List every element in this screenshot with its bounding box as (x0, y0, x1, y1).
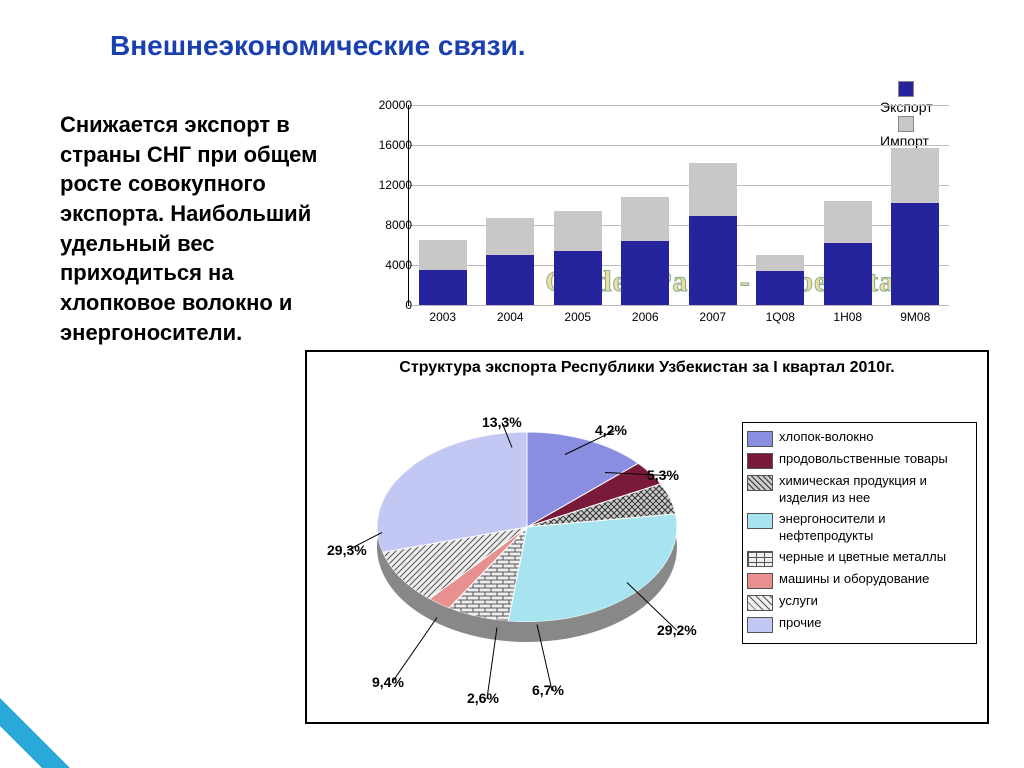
bar-chart: Экспорт Импорт Golden Pages - Uzbekistan… (360, 80, 960, 340)
legend-row: химическая продукция и изделия из нее (747, 473, 972, 507)
pie-chart-title: Структура экспорта Республики Узбекистан… (347, 358, 947, 377)
legend-label: химическая продукция и изделия из нее (779, 473, 972, 507)
legend-label: продовольственные товары (779, 451, 972, 468)
y-axis-label: 12000 (362, 178, 412, 192)
pie-chart-panel: Структура экспорта Республики Узбекистан… (305, 350, 989, 724)
legend-row: черные и цветные металлы (747, 549, 972, 567)
pie-slice-label: 6,7% (532, 682, 564, 698)
corner-decoration (0, 698, 70, 768)
page-title: Внешнеэкономические связи. (110, 30, 526, 62)
x-axis-label: 2004 (480, 310, 540, 324)
legend-label: услуги (779, 593, 972, 610)
y-axis-label: 0 (362, 298, 412, 312)
x-axis-label: 1H08 (818, 310, 878, 324)
x-axis-label: 1Q08 (750, 310, 810, 324)
body-text: Снижается экспорт в страны СНГ при общем… (60, 110, 340, 348)
legend-row: услуги (747, 593, 972, 611)
x-axis-label: 2007 (683, 310, 743, 324)
pie-slice-label: 2,6% (467, 690, 499, 706)
pie-slice-label: 9,4% (372, 674, 404, 690)
legend-row: машины и оборудование (747, 571, 972, 589)
x-axis-label: 2003 (413, 310, 473, 324)
legend-label: энергоносители и нефтепродукты (779, 511, 972, 545)
pie-chart: 13,3%4,2%5,3%29,2%6,7%2,6%9,4%29,3% (327, 412, 727, 712)
legend-label: хлопок-волокно (779, 429, 972, 446)
legend-row: энергоносители и нефтепродукты (747, 511, 972, 545)
x-axis-label: 9M08 (885, 310, 945, 324)
legend-row: продовольственные товары (747, 451, 972, 469)
legend-swatch-export (898, 81, 914, 97)
legend-label: прочие (779, 615, 972, 632)
y-axis-label: 20000 (362, 98, 412, 112)
x-axis-label: 2006 (615, 310, 675, 324)
pie-chart-legend: хлопок-волокно продовольственные товары хи… (742, 422, 977, 644)
bar-plot-area: Golden Pages - Uzbekistan 20032004200520… (408, 105, 949, 306)
legend-label: черные и цветные металлы (779, 549, 972, 566)
legend-row: прочие (747, 615, 972, 633)
x-axis-label: 2005 (548, 310, 608, 324)
legend-row: хлопок-волокно (747, 429, 972, 447)
y-axis-label: 16000 (362, 138, 412, 152)
y-axis-label: 8000 (362, 218, 412, 232)
legend-label: машины и оборудование (779, 571, 972, 588)
y-axis-label: 4000 (362, 258, 412, 272)
pie-slice-label: 4,2% (595, 422, 627, 438)
